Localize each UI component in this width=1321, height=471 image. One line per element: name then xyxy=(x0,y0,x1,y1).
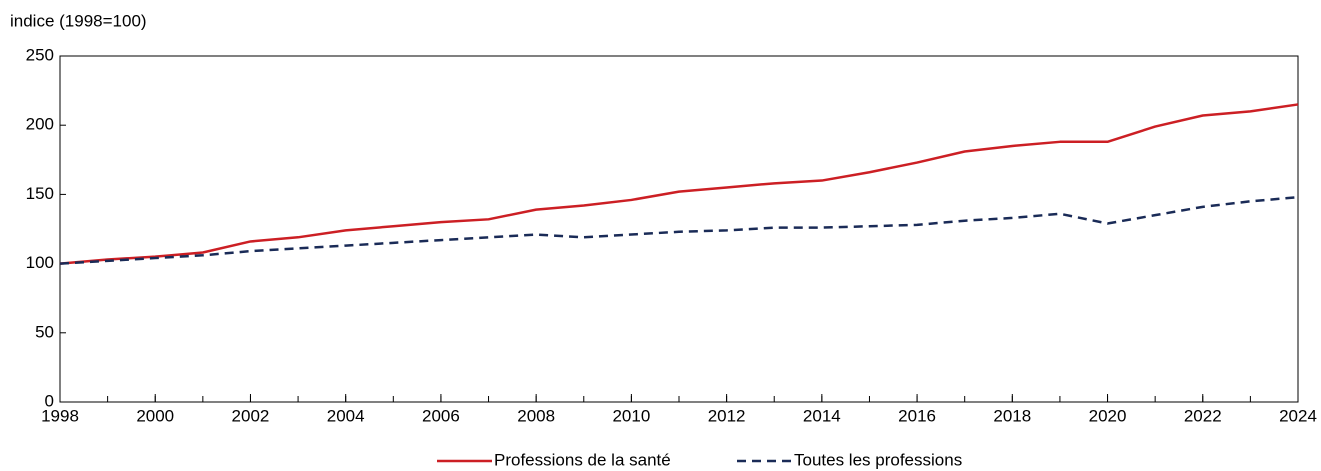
y-tick-label: 250 xyxy=(26,45,54,64)
x-tick-label: 2018 xyxy=(993,406,1031,425)
y-tick-label: 150 xyxy=(26,184,54,203)
y-tick-label: 100 xyxy=(26,253,54,272)
x-tick-label: 2012 xyxy=(708,406,746,425)
x-tick-label: 2004 xyxy=(327,406,365,425)
x-tick-label: 1998 xyxy=(41,406,79,425)
x-tick-label: 2016 xyxy=(898,406,936,425)
plot-frame xyxy=(59,55,1299,403)
x-tick-label: 2008 xyxy=(517,406,555,425)
x-tick-label: 2020 xyxy=(1089,406,1127,425)
legend-label: Professions de la santé xyxy=(494,450,671,469)
x-tick-label: 2024 xyxy=(1279,406,1317,425)
y-tick-label: 50 xyxy=(35,322,54,341)
series-line xyxy=(59,103,1299,265)
x-tick-label: 2000 xyxy=(136,406,174,425)
y-tick-label: 0 xyxy=(45,391,54,410)
x-tick-label: 2014 xyxy=(803,406,841,425)
x-tick-label: 2006 xyxy=(422,406,460,425)
x-tick-label: 2002 xyxy=(232,406,270,425)
series-line xyxy=(59,195,1299,265)
y-tick-label: 200 xyxy=(26,115,54,134)
x-tick-label: 2010 xyxy=(612,406,650,425)
legend-label: Toutes les professions xyxy=(794,450,962,469)
y-axis-label: indice (1998=100) xyxy=(10,11,147,30)
x-tick-label: 2022 xyxy=(1184,406,1222,425)
